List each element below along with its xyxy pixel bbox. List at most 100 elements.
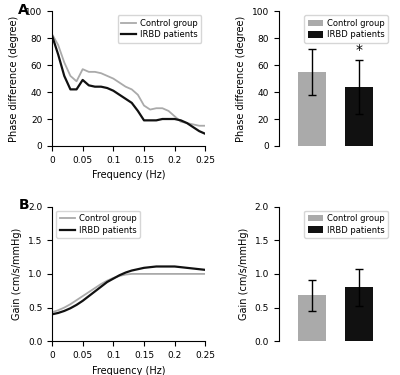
Control group (80, 67, 85, 71)
IRBD patients (160, 117, 165, 121)
IRBD patients (74, 303, 79, 307)
Control group (148, 272, 152, 276)
IRBD patients (56, 52, 60, 57)
Control group (92, 70, 97, 74)
Text: *: * (356, 43, 362, 57)
Control group (160, 106, 165, 111)
Legend: Control group, IRBD patients: Control group, IRBD patients (304, 211, 388, 238)
IRBD patients (129, 100, 134, 105)
IRBD patients (178, 265, 183, 269)
IRBD patients (68, 87, 73, 92)
Control group (117, 80, 122, 85)
X-axis label: Frequency (Hz): Frequency (Hz) (92, 170, 166, 180)
IRBD patients (203, 132, 208, 136)
IRBD patients (160, 264, 165, 269)
Control group (178, 272, 183, 276)
Control group (99, 71, 104, 75)
Y-axis label: Phase difference (degree): Phase difference (degree) (236, 15, 246, 142)
Control group (74, 79, 79, 84)
IRBD patients (117, 273, 122, 278)
IRBD patients (148, 118, 152, 123)
Legend: Control group, IRBD patients: Control group, IRBD patients (304, 15, 388, 43)
Y-axis label: Gain (cm/s/mmHg): Gain (cm/s/mmHg) (239, 228, 249, 320)
IRBD patients (154, 264, 159, 269)
IRBD patients (136, 267, 140, 272)
Control group (129, 87, 134, 92)
Text: A: A (18, 3, 29, 17)
Control group (197, 123, 202, 128)
IRBD patients (62, 309, 67, 313)
Y-axis label: Gain (cm/s/mmHg): Gain (cm/s/mmHg) (12, 228, 22, 320)
Control group (129, 272, 134, 276)
IRBD patients (178, 118, 183, 123)
Control group (191, 122, 196, 127)
Control group (166, 272, 171, 276)
IRBD patients (191, 266, 196, 271)
Bar (345, 287, 373, 341)
Bar (298, 72, 326, 146)
Control group (56, 308, 60, 312)
Control group (56, 43, 60, 47)
IRBD patients (172, 117, 177, 121)
Control group (111, 276, 116, 280)
Control group (50, 32, 54, 36)
IRBD patients (191, 125, 196, 129)
Control group (184, 272, 189, 276)
IRBD patients (166, 117, 171, 121)
Control group (136, 93, 140, 97)
Control group (123, 272, 128, 277)
Y-axis label: Phase difference (degree): Phase difference (degree) (10, 15, 20, 142)
Control group (160, 272, 165, 276)
IRBD patients (166, 264, 171, 269)
IRBD patients (154, 118, 159, 123)
Control group (154, 106, 159, 111)
Control group (142, 103, 146, 108)
Control group (203, 123, 208, 128)
Line: IRBD patients: IRBD patients (52, 36, 205, 134)
Control group (148, 107, 152, 112)
Control group (62, 305, 67, 310)
Legend: Control group, IRBD patients: Control group, IRBD patients (56, 211, 140, 238)
Control group (74, 298, 79, 302)
Control group (86, 290, 91, 294)
IRBD patients (184, 266, 189, 270)
Text: B: B (18, 198, 29, 213)
IRBD patients (111, 276, 116, 281)
Control group (68, 74, 73, 78)
IRBD patients (129, 268, 134, 273)
IRBD patients (105, 280, 110, 284)
IRBD patients (142, 266, 146, 270)
Control group (172, 272, 177, 276)
Control group (92, 286, 97, 290)
IRBD patients (56, 311, 60, 315)
Control group (166, 109, 171, 113)
Control group (99, 282, 104, 286)
Control group (105, 278, 110, 283)
Control group (197, 272, 202, 276)
Control group (86, 70, 91, 74)
IRBD patients (99, 84, 104, 89)
IRBD patients (203, 268, 208, 272)
Control group (68, 302, 73, 306)
IRBD patients (68, 306, 73, 310)
IRBD patients (148, 265, 152, 269)
IRBD patients (142, 118, 146, 123)
X-axis label: Frequency (Hz): Frequency (Hz) (92, 366, 166, 375)
IRBD patients (123, 270, 128, 275)
IRBD patients (172, 264, 177, 269)
IRBD patients (105, 86, 110, 90)
IRBD patients (117, 93, 122, 97)
Bar (298, 296, 326, 341)
Line: Control group: Control group (52, 34, 205, 126)
IRBD patients (136, 109, 140, 113)
Control group (117, 274, 122, 278)
IRBD patients (111, 88, 116, 93)
Control group (178, 120, 183, 124)
IRBD patients (50, 33, 54, 38)
IRBD patients (92, 289, 97, 294)
Legend: Control group, IRBD patients: Control group, IRBD patients (118, 15, 201, 43)
IRBD patients (86, 83, 91, 88)
Control group (191, 272, 196, 276)
IRBD patients (197, 267, 202, 272)
Control group (142, 272, 146, 276)
